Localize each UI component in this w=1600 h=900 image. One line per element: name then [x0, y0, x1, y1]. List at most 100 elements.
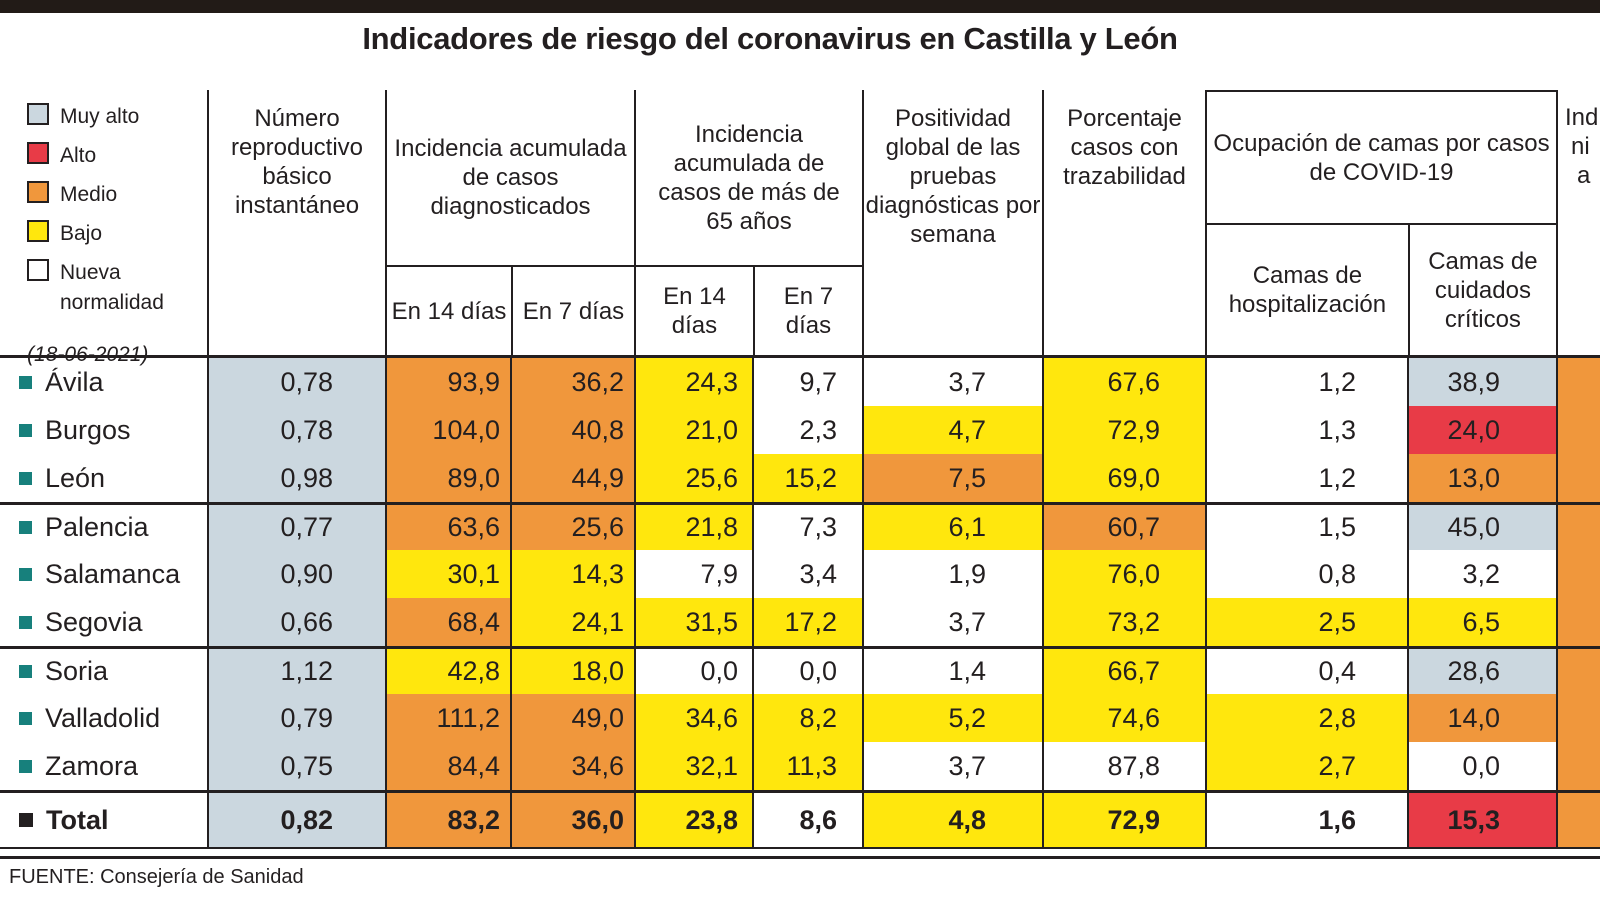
row-name: Salamanca	[45, 558, 181, 589]
value-cell: 17,2	[752, 598, 862, 646]
value-cell: 7,9	[634, 550, 752, 598]
value-cell: 4,8	[862, 793, 1042, 847]
value-cell: 69,0	[1042, 454, 1205, 502]
value-cell: 76,0	[1042, 550, 1205, 598]
value-cell: 36,2	[510, 358, 634, 406]
value-cell: 3,4	[752, 550, 862, 598]
value-cell: 8,6	[752, 793, 862, 847]
value-cell: 25,6	[634, 454, 752, 502]
value-cell: 40,8	[510, 406, 634, 454]
value-cell: 1,6	[1205, 793, 1407, 847]
value-cell: 7,3	[752, 505, 862, 550]
table-row: León 0,98 89,0 44,9 25,6 15,2 7,5 69,0 1,2 13,0	[0, 454, 1600, 502]
value-cell: 63,6	[385, 505, 510, 550]
cutoff-cell	[1556, 358, 1600, 406]
legend-swatch-bajo	[27, 220, 49, 242]
value-cell: 3,7	[862, 742, 1042, 790]
value-cell: 60,7	[1042, 505, 1205, 550]
row-label: Soria	[0, 649, 207, 694]
value-cell: 30,1	[385, 550, 510, 598]
row-bullet-icon	[19, 375, 32, 389]
row-label: Burgos	[0, 406, 207, 454]
value-cell: 0,4	[1205, 649, 1407, 694]
legend-swatch-nueva-normalidad	[27, 259, 49, 281]
col-group-incidencia-mayores-65: Incidencia acumulada de casos de más de …	[634, 90, 862, 355]
value-cell: 42,8	[385, 649, 510, 694]
row-name: Ávila	[45, 366, 104, 397]
legend-item: Muy alto	[27, 102, 207, 132]
table-row: Salamanca 0,90 30,1 14,3 7,9 3,4 1,9 76,0 0,8 3,2	[0, 550, 1600, 598]
col-group-label: Incidencia acumulada de casos de más de …	[636, 90, 862, 267]
value-cell: 23,8	[634, 793, 752, 847]
cutoff-cell	[1556, 649, 1600, 694]
col-header-en-14-dias: En 14 días	[663, 283, 726, 339]
table-row: Total 0,82 83,2 36,0 23,8 8,6 4,8 72,9 1,6 15,3	[0, 790, 1600, 847]
legend-item: Nueva normalidad	[27, 258, 207, 318]
table-row: Soria 1,12 42,8 18,0 0,0 0,0 1,4 66,7 0,4 28,6	[0, 646, 1600, 694]
row-name: Burgos	[45, 414, 131, 445]
value-cell: 11,3	[752, 742, 862, 790]
cutoff-cell	[1556, 694, 1600, 742]
value-cell: 28,6	[1407, 649, 1556, 694]
value-cell: 6,5	[1407, 598, 1556, 646]
row-name: León	[45, 462, 106, 493]
col-header-cutoff: Ind ni a	[1556, 90, 1600, 355]
row-bullet-icon	[19, 665, 32, 678]
value-cell: 2,3	[752, 406, 862, 454]
legend-swatch-muy-alto	[27, 103, 49, 125]
value-cell: 1,4	[862, 649, 1042, 694]
value-cell: 7,5	[862, 454, 1042, 502]
row-bullet-icon	[19, 615, 32, 629]
legend: Muy alto Alto Medio Bajo Nueva normalida…	[27, 102, 207, 367]
value-cell: 0,0	[634, 649, 752, 694]
value-cell: 1,3	[1205, 406, 1407, 454]
cutoff-cell	[1556, 742, 1600, 790]
value-cell: 2,5	[1205, 598, 1407, 646]
value-cell: 49,0	[510, 694, 634, 742]
legend-label: Nueva normalidad	[60, 261, 164, 314]
table-row: Zamora 0,75 84,4 34,6 32,1 11,3 3,7 87,8 2,7 0,0	[0, 742, 1600, 790]
legend-swatch-alto	[27, 142, 49, 164]
value-cell: 84,4	[385, 742, 510, 790]
value-cell: 93,9	[385, 358, 510, 406]
value-cell: 67,6	[1042, 358, 1205, 406]
col-header-positividad: Positividad global de las pruebas diagnó…	[862, 90, 1042, 355]
value-cell: 0,78	[207, 406, 385, 454]
row-bullet-icon	[19, 711, 32, 725]
row-bullet-icon	[19, 423, 32, 437]
row-name: Zamora	[45, 750, 139, 781]
value-cell: 0,82	[207, 793, 385, 847]
value-cell: 2,8	[1205, 694, 1407, 742]
value-cell: 36,0	[510, 793, 634, 847]
cutoff-cell	[1556, 550, 1600, 598]
value-cell: 9,7	[752, 358, 862, 406]
value-cell: 74,6	[1042, 694, 1205, 742]
value-cell: 0,66	[207, 598, 385, 646]
value-cell: 2,7	[1205, 742, 1407, 790]
row-bullet-icon	[19, 567, 32, 581]
value-cell: 1,9	[862, 550, 1042, 598]
row-label: Zamora	[0, 742, 207, 790]
legend-label: Alto	[60, 144, 97, 167]
value-cell: 0,8	[1205, 550, 1407, 598]
cutoff-cell	[1556, 598, 1600, 646]
col-group-incidencia-diagnosticados: Incidencia acumulada de casos diagnostic…	[385, 90, 634, 355]
legend-date: (18-06-2021)	[27, 343, 149, 366]
value-cell: 1,12	[207, 649, 385, 694]
legend-item: Alto	[27, 141, 207, 171]
value-cell: 89,0	[385, 454, 510, 502]
legend-item: Medio	[27, 180, 207, 210]
value-cell: 44,9	[510, 454, 634, 502]
row-name: Palencia	[45, 512, 149, 542]
value-cell: 1,2	[1205, 358, 1407, 406]
value-cell: 104,0	[385, 406, 510, 454]
value-cell: 3,2	[1407, 550, 1556, 598]
cutoff-cell	[1556, 505, 1600, 550]
value-cell: 18,0	[510, 649, 634, 694]
col-header-camas-hospitalizacion: Camas de hospitalización	[1228, 262, 1387, 318]
col-group-label: Ocupación de camas por casos de COVID-19	[1207, 92, 1556, 225]
row-label: Ávila	[0, 358, 207, 406]
value-cell: 38,9	[1407, 358, 1556, 406]
row-label: Total	[0, 793, 207, 847]
value-cell: 31,5	[634, 598, 752, 646]
